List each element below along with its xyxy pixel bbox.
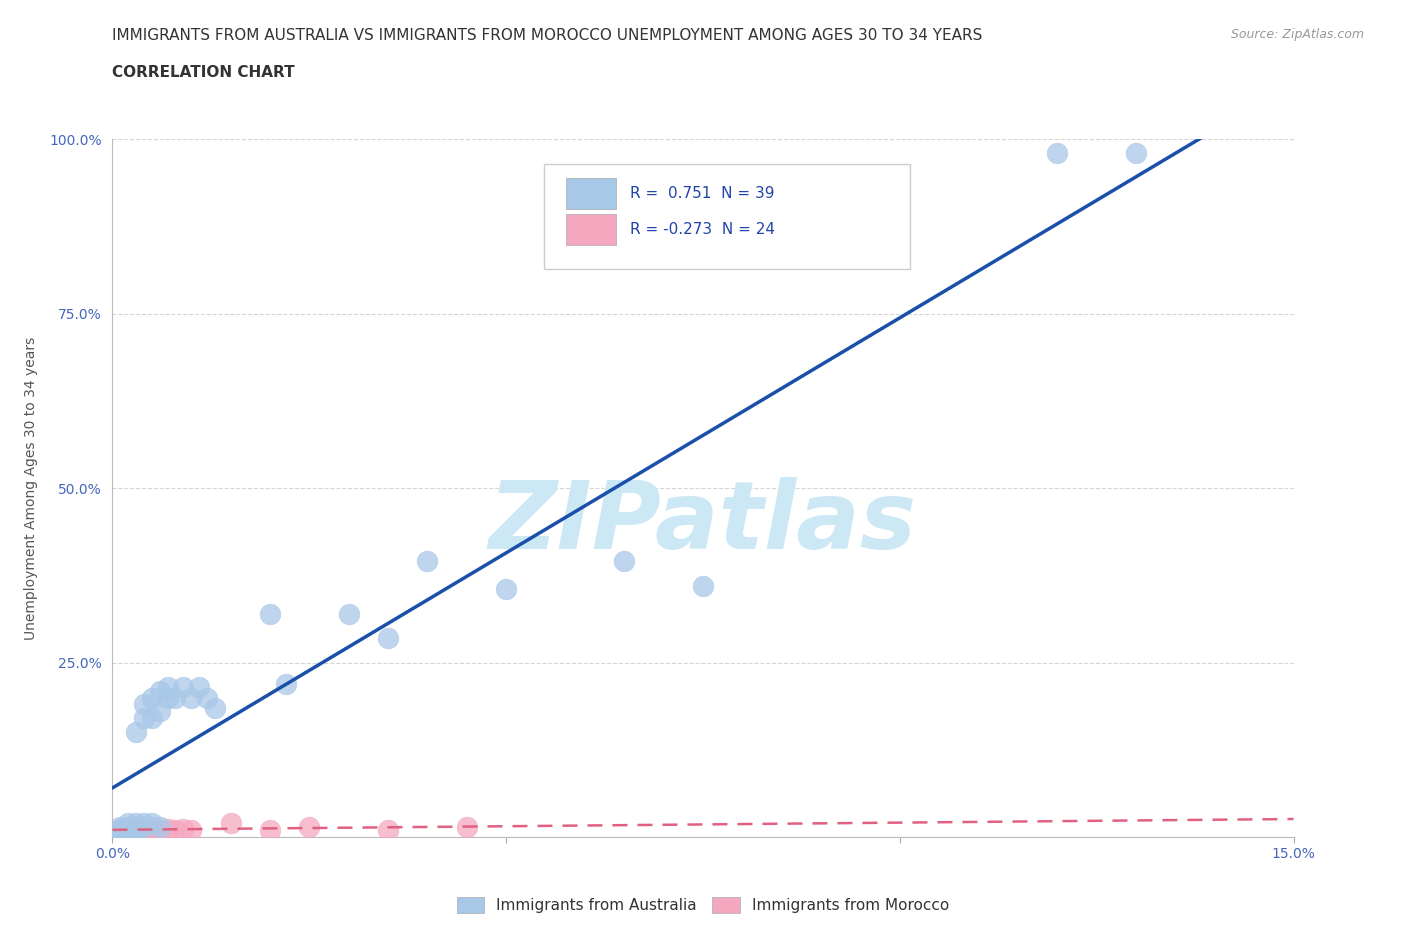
Point [377, 823, 399, 837]
Text: CORRELATION CHART: CORRELATION CHART [112, 65, 295, 80]
Point [149, 823, 172, 837]
Point [149, 683, 172, 698]
Point [125, 823, 148, 837]
Point [219, 816, 242, 830]
Point [117, 819, 139, 834]
Point [125, 823, 148, 837]
Point [110, 824, 132, 839]
Text: ZIPatlas: ZIPatlas [489, 477, 917, 569]
Point [125, 826, 148, 841]
Text: R = -0.273  N = 24: R = -0.273 N = 24 [630, 222, 775, 237]
Point [259, 823, 281, 837]
FancyBboxPatch shape [567, 214, 616, 245]
Point [195, 690, 218, 705]
Point [141, 690, 163, 705]
Point [125, 819, 148, 834]
Point [117, 823, 139, 837]
Legend: Immigrants from Australia, Immigrants from Morocco: Immigrants from Australia, Immigrants fr… [457, 897, 949, 913]
Text: IMMIGRANTS FROM AUSTRALIA VS IMMIGRANTS FROM MOROCCO UNEMPLOYMENT AMONG AGES 30 : IMMIGRANTS FROM AUSTRALIA VS IMMIGRANTS … [112, 28, 983, 43]
Text: Source: ZipAtlas.com: Source: ZipAtlas.com [1230, 28, 1364, 41]
Point [172, 821, 194, 836]
Point [132, 698, 155, 712]
Point [274, 676, 297, 691]
Point [141, 711, 163, 725]
Point [117, 826, 139, 841]
Point [125, 819, 148, 834]
Point [1125, 146, 1147, 161]
Point [259, 606, 281, 621]
Point [132, 816, 155, 830]
Point [132, 824, 155, 839]
Point [141, 819, 163, 834]
Point [132, 819, 155, 834]
Point [132, 819, 155, 834]
Point [165, 690, 187, 705]
Point [156, 821, 179, 836]
Point [110, 823, 132, 837]
Point [149, 704, 172, 719]
Point [117, 823, 139, 837]
Point [132, 711, 155, 725]
FancyBboxPatch shape [567, 178, 616, 208]
Point [141, 823, 163, 837]
Point [188, 680, 211, 695]
Point [117, 819, 139, 834]
Point [110, 826, 132, 841]
Point [298, 819, 321, 834]
Point [110, 826, 132, 841]
Point [204, 700, 226, 715]
Point [117, 816, 139, 830]
Point [110, 821, 132, 836]
Point [117, 826, 139, 841]
Point [172, 680, 194, 695]
Point [1046, 146, 1069, 161]
Point [692, 578, 714, 593]
Point [180, 823, 202, 837]
Point [613, 554, 636, 569]
Point [456, 819, 478, 834]
Point [125, 816, 148, 830]
Point [156, 690, 179, 705]
Point [149, 819, 172, 834]
Point [337, 606, 360, 621]
Point [495, 582, 517, 597]
Point [180, 690, 202, 705]
Point [141, 816, 163, 830]
Point [110, 819, 132, 834]
Point [156, 680, 179, 695]
Text: R =  0.751  N = 39: R = 0.751 N = 39 [630, 186, 775, 201]
Point [165, 823, 187, 837]
FancyBboxPatch shape [544, 164, 910, 269]
Point [377, 631, 399, 645]
Point [416, 554, 439, 569]
Point [125, 725, 148, 740]
Point [132, 821, 155, 836]
Y-axis label: Unemployment Among Ages 30 to 34 years: Unemployment Among Ages 30 to 34 years [24, 337, 38, 640]
